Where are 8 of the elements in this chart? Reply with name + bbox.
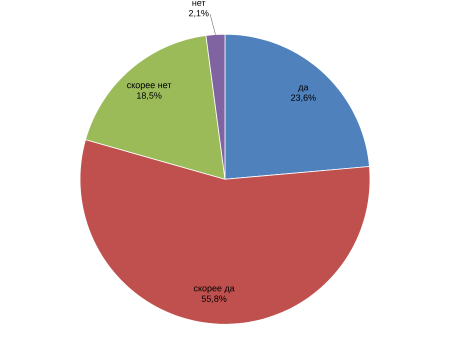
slice-label: нет xyxy=(192,0,206,6)
slice-label: скорее да xyxy=(194,286,235,294)
slice-label: да xyxy=(298,85,308,92)
slice-label: скорее нет xyxy=(127,83,172,90)
data-label: 55,8% xyxy=(202,295,226,303)
data-label: 23,6% xyxy=(291,94,316,102)
data-label: 2,1% xyxy=(188,10,209,18)
data-label: 18,5% xyxy=(137,92,162,100)
